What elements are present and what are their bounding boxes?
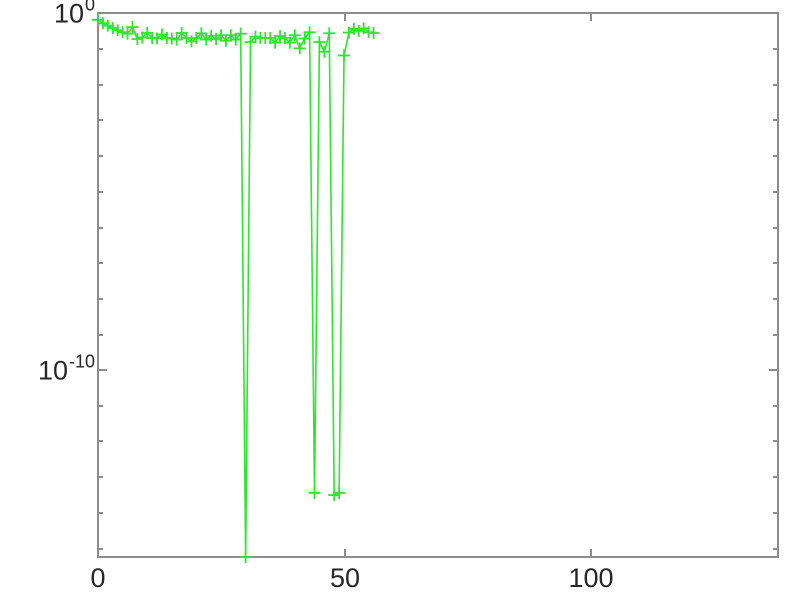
x-tick-label-100: 100 [568,563,614,593]
data-point [249,30,262,43]
x-tick-label-50: 50 [329,563,361,593]
data-point [101,19,114,32]
data-point [165,32,178,45]
y-tick-label: 10-10 [37,351,95,387]
axes-box [97,12,779,558]
data-point [293,42,306,55]
data-point [303,26,316,39]
data-point [323,27,336,40]
data-point [338,49,351,62]
data-point [96,17,109,30]
data-point [229,33,242,46]
data-point [121,27,134,40]
data-point [131,33,144,46]
data-point [328,489,341,502]
data-point [239,551,252,563]
data-point [308,486,321,499]
data-series-group [92,13,380,563]
data-point [333,486,346,499]
data-point [126,21,139,34]
tick-marks [97,12,778,557]
data-point [367,26,380,39]
series-line-residual [97,19,375,558]
data-point [106,22,119,35]
data-point [352,24,365,37]
data-point [111,24,124,37]
data-point [313,35,326,48]
y-tick-exponent: 0 [84,0,95,15]
data-point [274,30,287,43]
data-point [283,36,296,49]
data-point [318,45,331,58]
data-point [141,26,154,39]
y-tick-mantissa: 10 [37,355,68,386]
y-tick-label: 100 [53,0,95,30]
x-tick-label-0: 0 [90,563,106,593]
data-point [298,32,311,45]
axes-border [97,12,779,558]
y-tick-mantissa: 10 [53,0,84,29]
data-point [234,27,247,40]
data-point [175,26,188,39]
data-point [269,36,282,49]
y-tick-exponent: -10 [68,351,95,372]
data-point [170,33,183,46]
data-point [244,35,257,48]
data-point [219,34,232,47]
data-point [195,27,208,40]
data-point [116,26,129,39]
data-point [288,29,301,42]
series-markers-residual [92,13,380,563]
